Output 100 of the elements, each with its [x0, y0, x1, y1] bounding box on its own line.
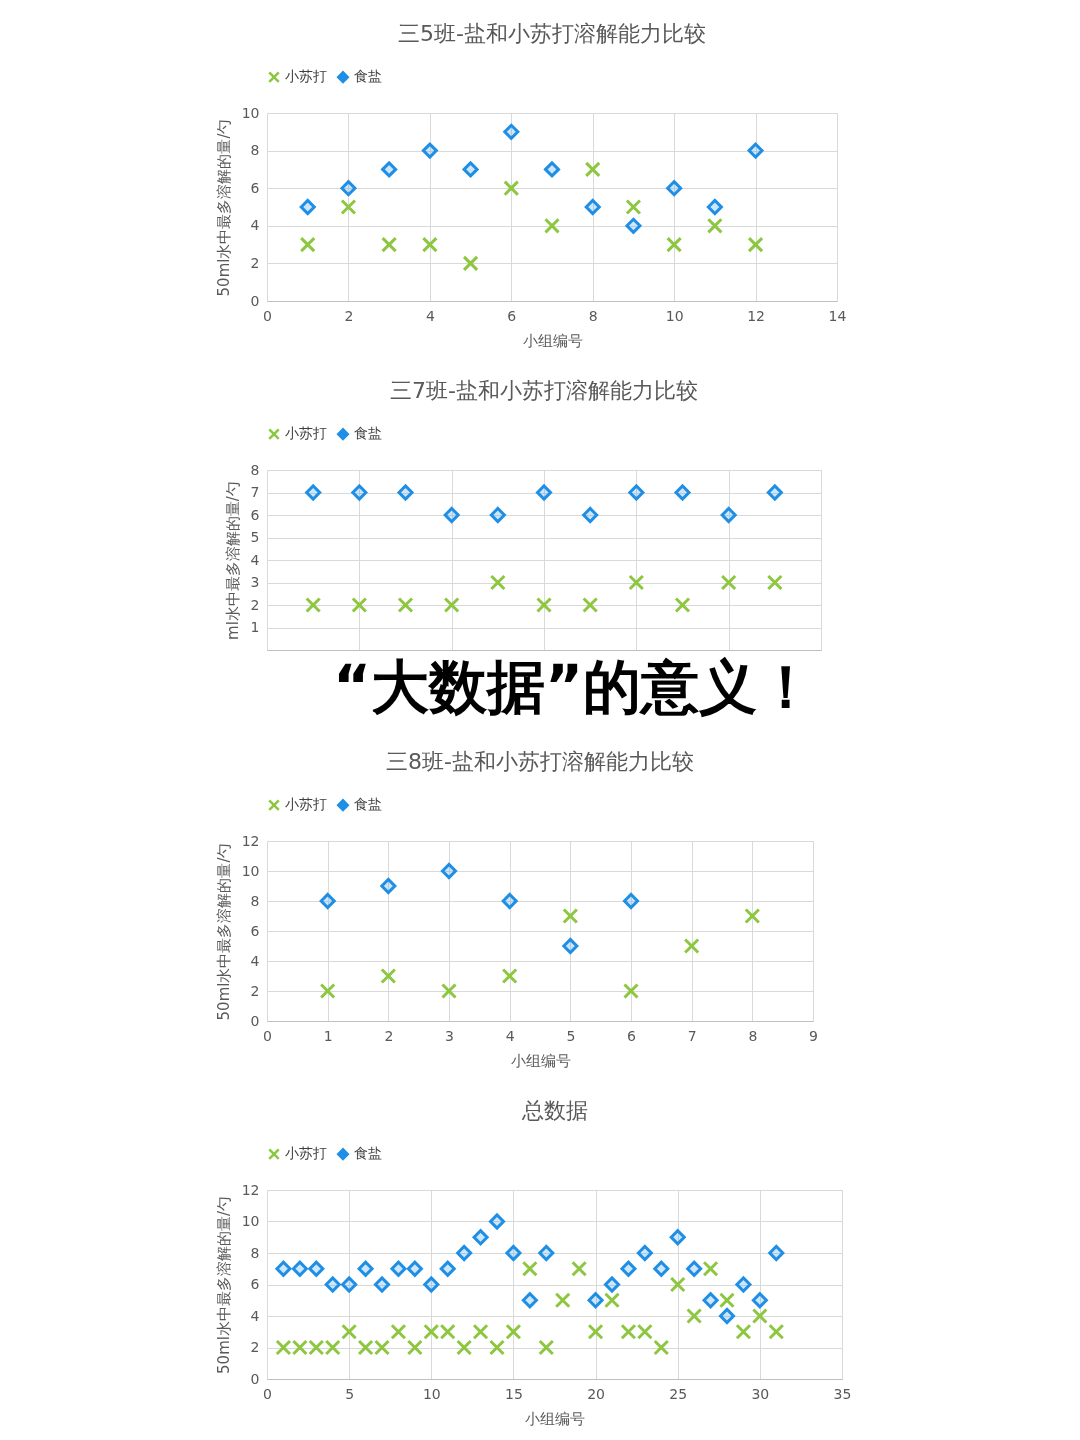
- y-tick-label: 0: [250, 292, 260, 309]
- y-tick-label: 1: [250, 619, 260, 635]
- y-tick-label: 8: [250, 1244, 260, 1261]
- y-tick-label: 4: [250, 952, 260, 969]
- point: [341, 1276, 358, 1293]
- point: [686, 1260, 703, 1277]
- y-tick-label: 10: [241, 104, 260, 121]
- chart-title: 总数据: [520, 1098, 588, 1123]
- point: [299, 198, 316, 216]
- point: [521, 1260, 538, 1277]
- point: [489, 574, 506, 591]
- x-tick-label: 1: [323, 1027, 333, 1044]
- x-tick-label: 8: [748, 1027, 758, 1044]
- point: [488, 1213, 506, 1230]
- x-tick-label: 2: [344, 307, 354, 324]
- point: [421, 142, 438, 159]
- point: [462, 161, 479, 178]
- y-tick-label: 3: [250, 574, 260, 590]
- point: [538, 1244, 555, 1262]
- point: [381, 161, 398, 178]
- point: [768, 1323, 785, 1340]
- point: [628, 574, 645, 591]
- point: [472, 1323, 489, 1340]
- y-tick-label: 6: [250, 1276, 260, 1292]
- point: [735, 1323, 752, 1340]
- y-tick-label: 4: [250, 551, 260, 568]
- point: [443, 506, 460, 524]
- x-tick-label: 2: [384, 1027, 394, 1044]
- point: [543, 217, 561, 234]
- y-axis-title: 50ml水中最多溶解的量/勺: [214, 118, 233, 297]
- legend-label: 食盐: [354, 1145, 382, 1162]
- legend-label: 食盐: [354, 425, 382, 442]
- point: [489, 506, 506, 524]
- point: [751, 1307, 768, 1325]
- chart-title: 三7班-盐和小苏打溶解能力比较: [390, 378, 698, 403]
- point: [636, 1244, 653, 1262]
- point: [373, 1276, 391, 1293]
- legend-label: 食盐: [354, 68, 382, 85]
- point: [381, 236, 398, 253]
- point: [397, 484, 414, 501]
- point: [554, 1292, 571, 1309]
- point: [669, 1229, 686, 1246]
- y-tick-label: 10: [241, 1213, 260, 1229]
- point: [503, 123, 520, 140]
- point: [390, 1323, 407, 1340]
- point: [472, 1229, 489, 1246]
- point: [380, 877, 397, 895]
- y-tick-label: 4: [250, 1307, 260, 1324]
- x-tick-label: 0: [263, 307, 272, 324]
- x-tick-label: 14: [828, 307, 847, 324]
- point: [340, 198, 357, 216]
- y-axis-title: 50ml水中最多溶解的量/勺: [214, 842, 233, 1021]
- point: [747, 142, 764, 159]
- y-tick-label: 12: [241, 1181, 260, 1198]
- legend-label: 小苏打: [285, 425, 327, 442]
- text: “大数据”的意义！: [332, 653, 816, 721]
- x-tick-label: 6: [627, 1027, 637, 1044]
- point: [462, 255, 479, 272]
- point: [718, 1307, 736, 1325]
- x-tick-label: 0: [263, 1027, 272, 1044]
- point: [669, 1276, 686, 1293]
- point: [351, 484, 368, 501]
- point: [653, 1260, 670, 1277]
- point: [275, 1260, 292, 1277]
- point: [501, 892, 518, 910]
- point: [456, 1244, 473, 1262]
- legend-label: 小苏打: [285, 68, 327, 85]
- point: [501, 967, 518, 985]
- point: [562, 937, 579, 955]
- point: [319, 892, 336, 910]
- y-axis-title: 50ml水中最多溶解的量/勺: [214, 1196, 233, 1374]
- y-tick-label: 5: [250, 529, 260, 545]
- legend-label: 小苏打: [285, 796, 327, 813]
- point: [571, 1260, 588, 1277]
- point: [351, 596, 368, 614]
- point: [503, 180, 520, 197]
- point: [562, 907, 579, 925]
- point: [702, 1292, 719, 1309]
- y-tick-label: 0: [250, 1012, 260, 1029]
- point: [340, 180, 357, 197]
- point: [538, 1339, 555, 1356]
- point: [397, 596, 414, 614]
- point: [439, 1260, 456, 1277]
- point: [747, 236, 764, 253]
- point: [308, 1260, 325, 1277]
- point: [582, 596, 599, 614]
- point: [666, 180, 683, 197]
- y-tick-label: 6: [250, 922, 260, 939]
- y-tick-label: 2: [250, 1339, 260, 1355]
- legend-label: 小苏打: [285, 1145, 327, 1162]
- point: [766, 574, 783, 591]
- point: [390, 1260, 407, 1277]
- y-tick-label: 8: [250, 461, 260, 478]
- point: [341, 1323, 358, 1340]
- x-tick-label: 6: [507, 307, 517, 324]
- y-tick-label: 8: [250, 142, 260, 159]
- y-tick-label: 12: [241, 832, 260, 849]
- y-tick-label: 2: [250, 982, 260, 999]
- y-tick-label: 2: [250, 254, 260, 271]
- chart-title: 三5班-盐和小苏打溶解能力比较: [398, 21, 706, 46]
